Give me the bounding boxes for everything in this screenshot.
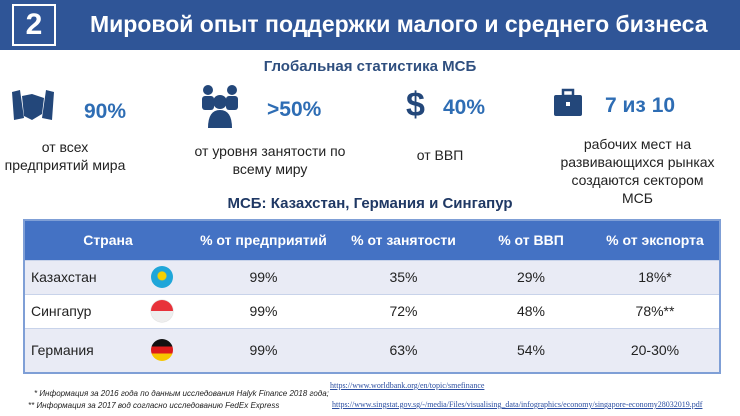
people-icon <box>200 84 240 133</box>
col-header: % от предприятий <box>191 220 336 260</box>
global-stats-title: Глобальная статистика МСБ <box>263 58 477 75</box>
col-header: % от занятости <box>336 220 471 260</box>
footnote: * Информация за 2016 года по данным иссл… <box>34 389 329 398</box>
cell: 29% <box>471 259 591 294</box>
stat-value: >50% <box>267 98 322 121</box>
table-header-row: Страна % от предприятий % от занятости %… <box>24 220 720 260</box>
cell: 20-30% <box>591 327 720 373</box>
cell: 35% <box>336 259 471 294</box>
stat-value: 40% <box>443 96 486 119</box>
sme-table: Страна % от предприятий % от занятости %… <box>23 219 721 374</box>
cell: 99% <box>191 293 336 328</box>
cell: 54% <box>471 327 591 373</box>
singapore-flag-icon <box>151 300 173 322</box>
col-header: % от ВВП <box>471 220 591 260</box>
cell: 99% <box>191 259 336 294</box>
stat-desc: от всех предприятий мира <box>4 139 126 173</box>
stat-desc: от уровня занятости по всему миру <box>194 143 346 177</box>
table-row: Сингапур 99% 72% 48% 78%** <box>24 293 720 328</box>
country-name: Казахстан <box>31 269 97 285</box>
cell: 18%* <box>591 259 720 294</box>
worldbank-link[interactable]: https://www.worldbank.org/en/topic/smefi… <box>330 381 485 390</box>
country-name: Сингапур <box>31 303 92 319</box>
handshake-icon <box>10 88 56 129</box>
cell: 48% <box>471 293 591 328</box>
col-header: % от экспорта <box>591 220 720 260</box>
header-bar: 2 Мировой опыт поддержки малого и средне… <box>0 0 740 50</box>
singstat-link[interactable]: https://www.singstat.gov.sg/-/media/File… <box>332 400 703 409</box>
table-row: Германия 99% 63% 54% 20-30% <box>24 327 720 373</box>
country-name: Германия <box>31 342 94 359</box>
cell: 78%** <box>591 293 720 328</box>
table-row: Казахстан 99% 35% 29% 18%* <box>24 259 720 294</box>
footnote: ** Информация за 2017 вод согласно иссле… <box>28 401 280 410</box>
stat-value: 90% <box>84 100 127 123</box>
dollar-icon: $ <box>406 86 425 124</box>
table-title: МСБ: Казахстан, Германия и Сингапур <box>227 195 513 212</box>
col-header: Страна <box>24 220 191 260</box>
slide-number: 2 <box>12 4 56 46</box>
slide-title: Мировой опыт поддержки малого и среднего… <box>90 11 708 37</box>
kazakhstan-flag-icon <box>151 266 173 288</box>
stat-value: 7 из 10 <box>605 94 676 117</box>
stat-desc: рабочих мест на развивающихся рынках соз… <box>560 136 715 206</box>
cell: 72% <box>336 293 471 328</box>
cell: 99% <box>191 327 336 373</box>
briefcase-icon <box>553 88 583 123</box>
cell: 63% <box>336 327 471 373</box>
germany-flag-icon <box>151 339 173 362</box>
stat-desc: от ВВП <box>416 147 464 163</box>
